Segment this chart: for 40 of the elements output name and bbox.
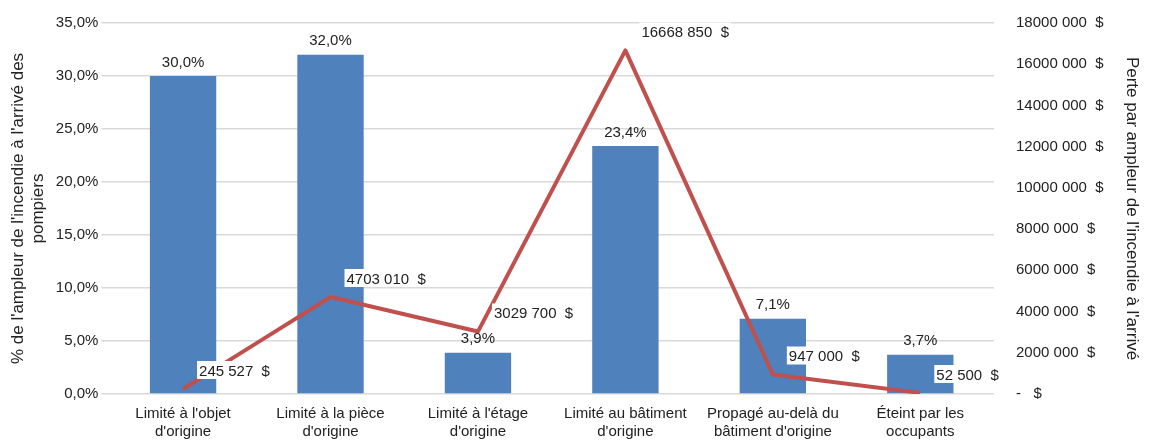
x-tick-label: Propagé au-delà du bâtiment d'origine xyxy=(706,404,839,440)
data-label: 947 000 $ xyxy=(788,347,861,365)
data-label: 245 527 $ xyxy=(199,361,271,379)
y2-tick-label: - $ xyxy=(1016,384,1043,402)
y2-tick-label: 12000 000 $ xyxy=(1016,136,1105,154)
x-tick-label: Limité à l'étage d'origine xyxy=(427,404,529,440)
bar xyxy=(592,145,659,394)
y-tick-label: 25,0% xyxy=(55,119,99,137)
data-label: 32,0% xyxy=(309,31,352,49)
data-label: 52 500 $ xyxy=(936,365,1000,383)
y2-tick-label: 8000 000 $ xyxy=(1016,219,1096,237)
data-label: 4703 010 $ xyxy=(346,269,427,287)
y-tick-label: 0,0% xyxy=(64,384,99,402)
data-label: 7,1% xyxy=(755,295,790,313)
data-label: 3,9% xyxy=(460,329,496,347)
y-tick-label: 5,0% xyxy=(64,331,99,349)
y2-tick-label: 14000 000 $ xyxy=(1016,95,1105,113)
x-tick-label: Éteint par les occupants xyxy=(876,404,965,440)
y2-tick-label: 6000 000 $ xyxy=(1016,260,1096,278)
y-tick-label: 20,0% xyxy=(55,172,99,190)
data-label: 3029 700 $ xyxy=(493,304,574,322)
x-tick-label: Limité au bâtiment d'origine xyxy=(564,404,688,440)
data-label: 23,4% xyxy=(604,122,647,140)
y2-tick-label: 18000 000 $ xyxy=(1016,13,1105,31)
y2-tick-label: 10000 000 $ xyxy=(1016,178,1105,196)
data-label: 16668 850 $ xyxy=(641,23,730,41)
y-tick-label: 15,0% xyxy=(55,225,99,243)
y-tick-label: 10,0% xyxy=(55,278,99,296)
y2-tick-label: 4000 000 $ xyxy=(1016,301,1096,319)
y2-tick-label: 16000 000 $ xyxy=(1016,54,1105,72)
y2-axis-title: Perte par ampleur de l'incendie à l'arrivé xyxy=(1123,56,1143,361)
y2-tick-label: 2000 000 $ xyxy=(1016,342,1096,360)
y-tick-label: 30,0% xyxy=(55,66,99,84)
data-label: 3,7% xyxy=(903,331,938,349)
y-tick-label: 35,0% xyxy=(55,13,99,31)
data-label: 30,0% xyxy=(161,52,205,70)
x-tick-label: Limité à l'objet d'origine xyxy=(135,404,232,440)
bar xyxy=(444,352,512,394)
y-axis-title: % de l'ampleur de l'incendie à l'arrivé des pompiers xyxy=(7,52,48,365)
x-tick-label: Limité à la pièce d'origine xyxy=(276,404,385,440)
